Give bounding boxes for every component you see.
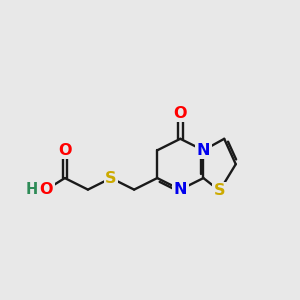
Text: N: N bbox=[197, 143, 210, 158]
Text: O: O bbox=[174, 106, 187, 121]
Text: O: O bbox=[58, 143, 72, 158]
Text: S: S bbox=[105, 171, 117, 186]
Text: S: S bbox=[214, 183, 225, 198]
Text: H: H bbox=[26, 182, 38, 197]
Text: O: O bbox=[40, 182, 53, 197]
Text: N: N bbox=[174, 182, 187, 197]
Text: O: O bbox=[40, 182, 53, 197]
